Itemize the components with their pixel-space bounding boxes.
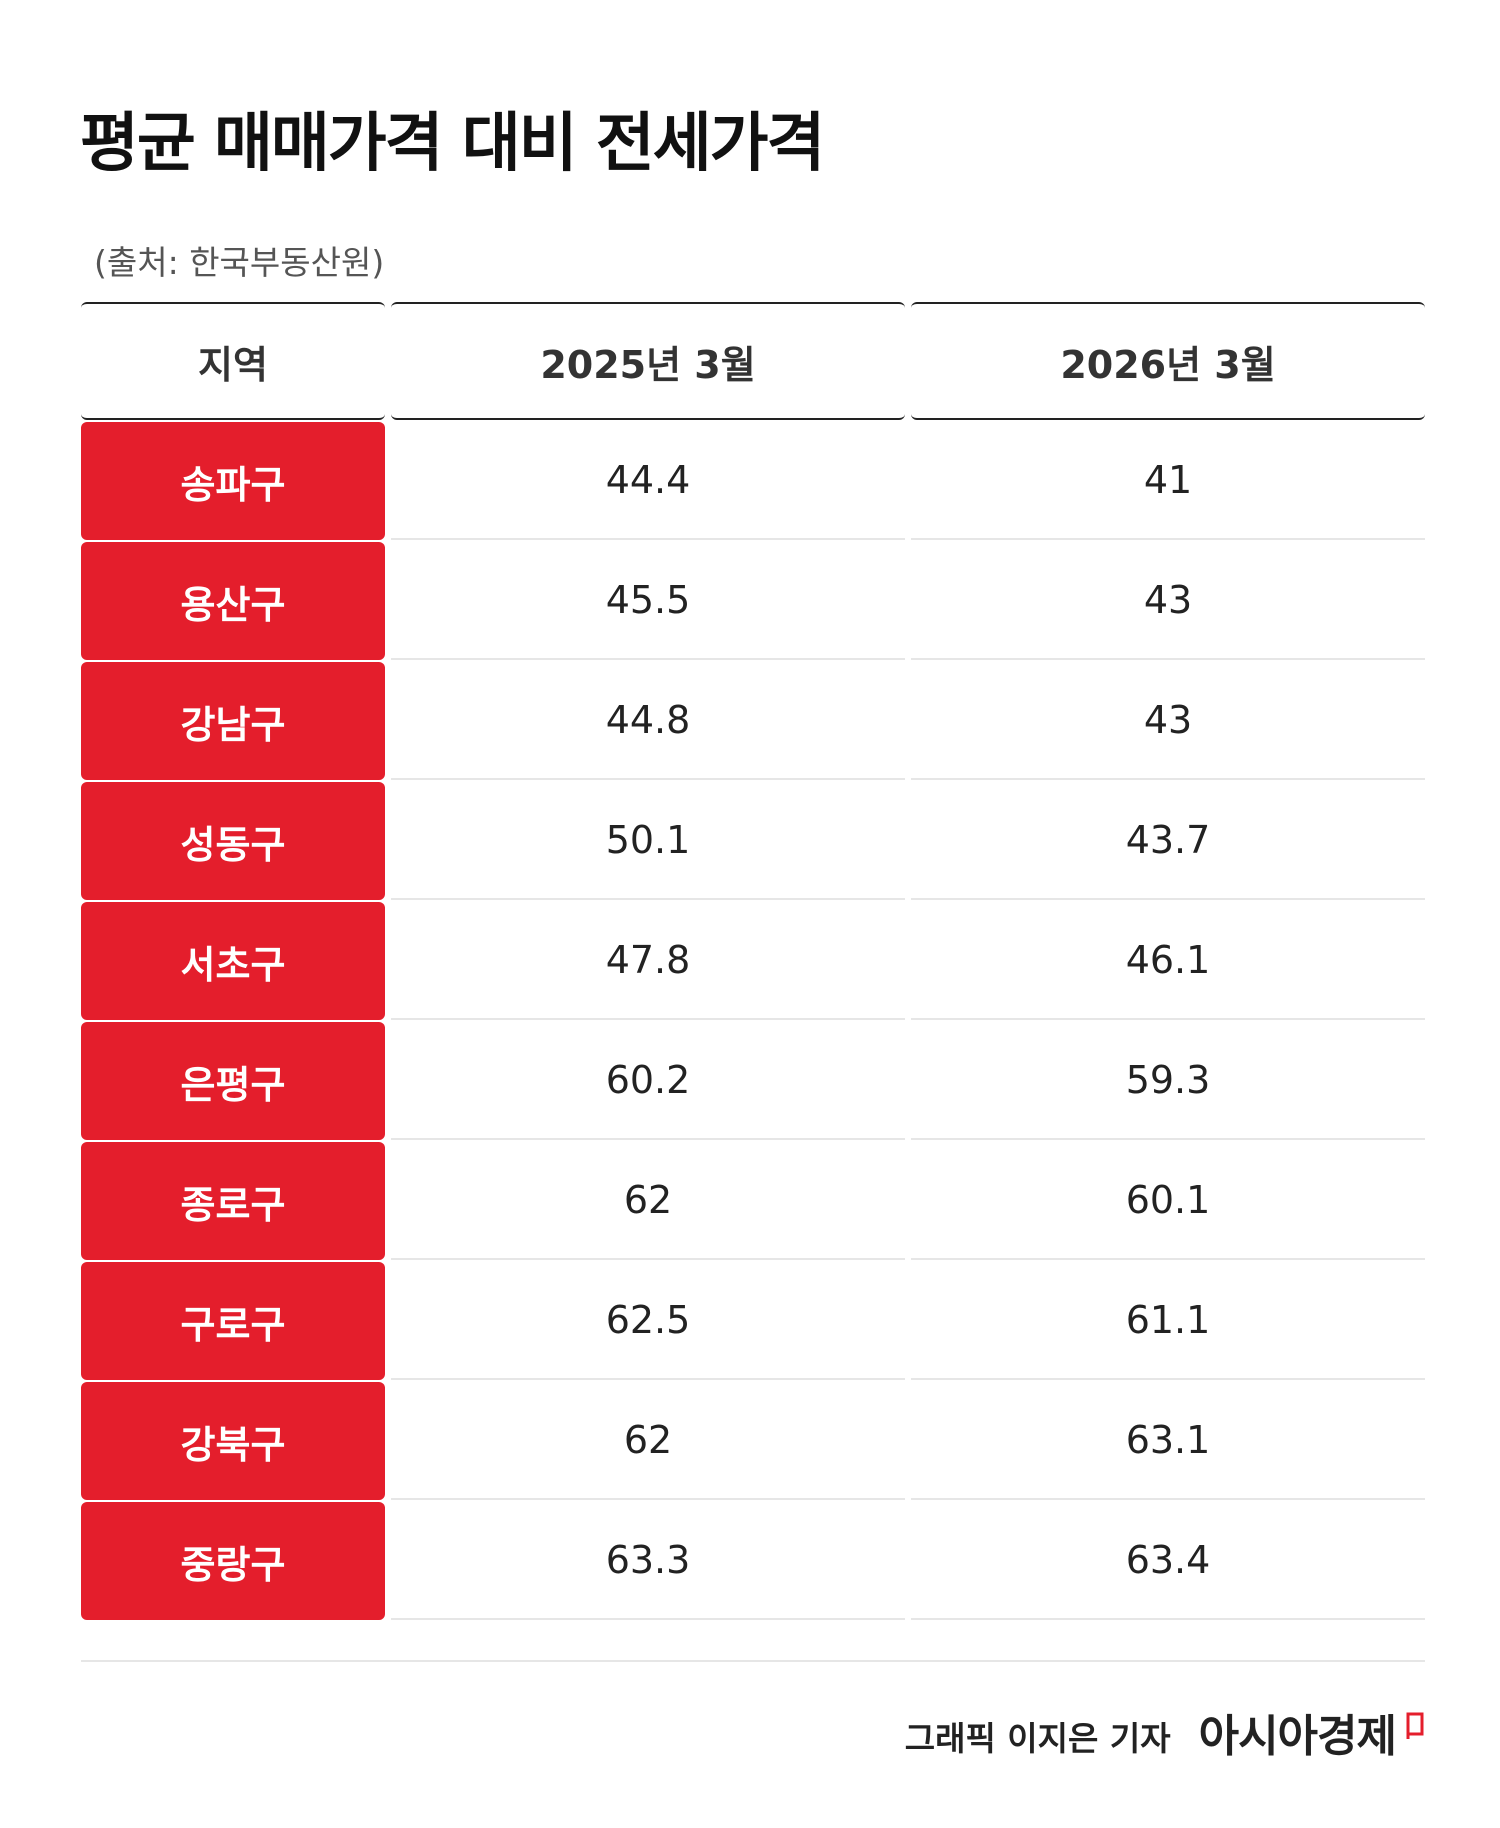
region-label: 성동구 — [81, 782, 385, 900]
logo-mark-icon — [1406, 1712, 1424, 1739]
value-2025: 44.4 — [391, 422, 905, 540]
page-title: 평균 매매가격 대비 전세가격 — [80, 107, 825, 181]
value-2026: 43 — [911, 542, 1425, 660]
value-2026: 61.1 — [911, 1262, 1425, 1380]
header-region: 지역 — [81, 302, 385, 420]
value-2025: 62 — [391, 1382, 905, 1500]
table-row: 성동구 50.1 43.7 — [81, 782, 1425, 900]
value-2026: 43 — [911, 662, 1425, 780]
region-label: 서초구 — [81, 902, 385, 1020]
footer: 그래픽 이지은 기자 아시아경제 — [905, 1700, 1426, 1764]
value-2025: 62 — [391, 1142, 905, 1260]
value-2025: 63.3 — [391, 1502, 905, 1620]
region-label: 용산구 — [81, 542, 385, 660]
region-label: 종로구 — [81, 1142, 385, 1260]
region-label: 강북구 — [81, 1382, 385, 1500]
footer-divider — [81, 1660, 1425, 1662]
value-2025: 62.5 — [391, 1262, 905, 1380]
table-row: 은평구 60.2 59.3 — [81, 1022, 1425, 1140]
table-row: 용산구 45.5 43 — [81, 542, 1425, 660]
data-table: 지역 2025년 3월 2026년 3월 송파구 44.4 41 용산구 45.… — [81, 302, 1425, 1622]
region-label: 중랑구 — [81, 1502, 385, 1620]
value-2025: 47.8 — [391, 902, 905, 1020]
value-2026: 59.3 — [911, 1022, 1425, 1140]
region-label: 구로구 — [81, 1262, 385, 1380]
table-row: 강북구 62 63.1 — [81, 1382, 1425, 1500]
value-2026: 63.4 — [911, 1502, 1425, 1620]
value-2025: 44.8 — [391, 662, 905, 780]
header-2025: 2025년 3월 — [391, 302, 905, 420]
value-2026: 60.1 — [911, 1142, 1425, 1260]
value-2026: 43.7 — [911, 782, 1425, 900]
value-2025: 45.5 — [391, 542, 905, 660]
graphic-credit: 그래픽 이지은 기자 — [904, 1719, 1171, 1758]
table-header-row: 지역 2025년 3월 2026년 3월 — [81, 302, 1425, 420]
table-row: 구로구 62.5 61.1 — [81, 1262, 1425, 1380]
table-row: 중랑구 63.3 63.4 — [81, 1502, 1425, 1620]
region-label: 강남구 — [81, 662, 385, 780]
value-2026: 41 — [911, 422, 1425, 540]
table-row: 송파구 44.4 41 — [81, 422, 1425, 540]
source-note: (출처: 한국부동산원) — [94, 243, 385, 282]
region-label: 은평구 — [81, 1022, 385, 1140]
table-row: 종로구 62 60.1 — [81, 1142, 1425, 1260]
value-2025: 60.2 — [391, 1022, 905, 1140]
value-2025: 50.1 — [391, 782, 905, 900]
header-2026: 2026년 3월 — [911, 302, 1425, 420]
region-label: 송파구 — [81, 422, 385, 540]
value-2026: 63.1 — [911, 1382, 1425, 1500]
table-row: 서초구 47.8 46.1 — [81, 902, 1425, 1020]
publisher-logo: 아시아경제 — [1198, 1711, 1397, 1762]
value-2026: 46.1 — [911, 902, 1425, 1020]
table-row: 강남구 44.8 43 — [81, 662, 1425, 780]
